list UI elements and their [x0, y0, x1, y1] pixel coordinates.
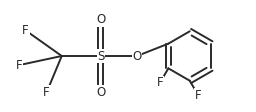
Text: O: O	[132, 50, 142, 62]
Text: O: O	[96, 13, 105, 26]
Text: F: F	[16, 59, 23, 72]
Text: F: F	[195, 89, 201, 102]
Text: S: S	[97, 50, 105, 62]
Text: F: F	[157, 76, 163, 89]
Text: F: F	[22, 24, 29, 37]
Text: O: O	[96, 86, 105, 99]
Text: F: F	[43, 86, 50, 99]
